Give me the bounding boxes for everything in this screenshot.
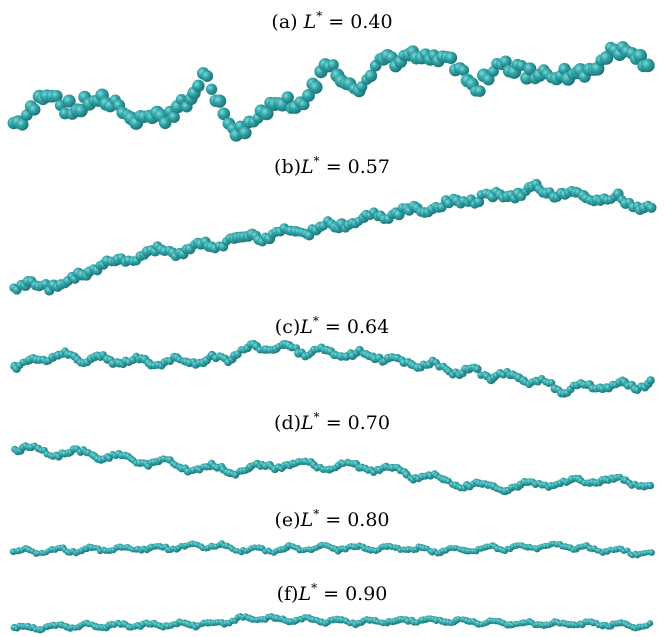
bead bbox=[646, 376, 655, 385]
panel-label-d: (d)L* = 0.70 bbox=[274, 410, 390, 434]
panel-label-a: (a) L* = 0.40 bbox=[271, 9, 392, 33]
panel-label-e: (e)L* = 0.80 bbox=[274, 507, 389, 531]
panel-label-c: (c)L* = 0.64 bbox=[275, 314, 389, 338]
panel-label-f: (f)L* = 0.90 bbox=[277, 581, 388, 605]
polymer-chain-e bbox=[9, 540, 655, 559]
polymer-chain-f bbox=[10, 613, 654, 634]
bead bbox=[473, 85, 486, 97]
bead bbox=[646, 202, 657, 213]
polymer-chain-d bbox=[11, 442, 655, 496]
bead bbox=[309, 80, 323, 94]
polymer-chain-b bbox=[9, 178, 657, 296]
bead bbox=[646, 620, 654, 627]
bead bbox=[444, 51, 458, 64]
bead bbox=[499, 55, 512, 68]
bead bbox=[28, 103, 41, 116]
bead bbox=[473, 364, 482, 374]
bead bbox=[547, 379, 556, 387]
bead bbox=[259, 106, 274, 121]
panel-label-b: (b)L* = 0.57 bbox=[274, 154, 390, 178]
bead bbox=[16, 118, 29, 131]
bead bbox=[646, 481, 655, 490]
bead bbox=[599, 51, 614, 65]
bead bbox=[238, 126, 252, 140]
bead bbox=[158, 116, 172, 130]
bead bbox=[640, 58, 655, 73]
bead bbox=[327, 59, 339, 71]
polymer-chain-a bbox=[7, 41, 655, 142]
bead bbox=[50, 89, 63, 103]
bead bbox=[201, 70, 214, 83]
bead bbox=[217, 107, 231, 121]
bead bbox=[205, 83, 218, 95]
bead bbox=[62, 94, 76, 108]
bead bbox=[457, 64, 470, 76]
polymer-chain-c bbox=[10, 339, 655, 398]
bead bbox=[192, 79, 205, 93]
bead bbox=[212, 94, 227, 108]
bead bbox=[298, 98, 310, 111]
bead bbox=[648, 549, 655, 556]
bead bbox=[633, 48, 647, 63]
bead bbox=[364, 69, 378, 83]
bead bbox=[523, 62, 537, 76]
bead bbox=[281, 91, 294, 104]
bead bbox=[168, 111, 180, 123]
